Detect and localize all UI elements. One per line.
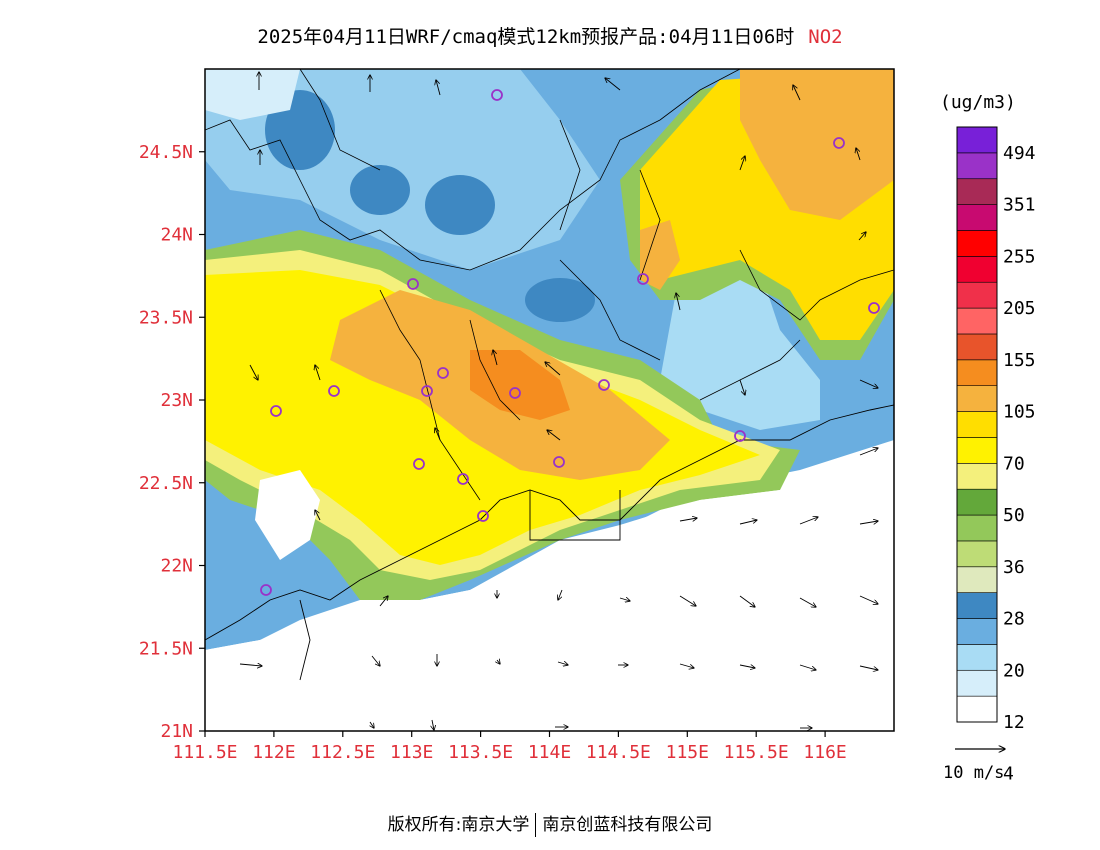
colorbar-swatch — [956, 385, 998, 412]
colorbar-label: 12 — [1003, 712, 1025, 733]
lon-tick-label: 115.5E — [724, 742, 789, 763]
longitude-axis: 111.5E 112E 112.5E 113E 113.5E 114E 114.5E 115E… — [172, 731, 847, 763]
wind-legend-label: 10 m/s — [943, 763, 1004, 783]
lat-tick-label: 22.5N — [139, 473, 193, 494]
colorbar-swatch — [956, 359, 998, 386]
lon-tick-label: 114E — [528, 742, 571, 763]
lon-tick-label: 111.5E — [172, 742, 237, 763]
colorbar-label: 255 — [1003, 246, 1036, 267]
colorbar-swatch — [956, 281, 998, 309]
copyright-footer: 版权所有:南京大学 南京创蓝科技有限公司 — [0, 810, 1100, 837]
concentration-field — [205, 69, 894, 731]
colorbar-swatch — [956, 592, 998, 619]
colorbar-frame — [956, 126, 998, 723]
colorbar-label: 36 — [1003, 557, 1025, 578]
colorbar-swatch — [956, 230, 998, 257]
copyright-company: 南京创蓝科技有限公司 — [542, 815, 713, 835]
lon-tick-label: 116E — [803, 742, 846, 763]
coastline — [205, 404, 894, 681]
colorbar: 494 351 255 205 155 105 70 50 36 28 20 12 4 — [956, 126, 1036, 785]
latitude-axis: 24.5N 24N 23.5N 23N 22.5N 22N 21.5N 21N — [139, 142, 205, 742]
colorbar-label: 494 — [1003, 143, 1036, 164]
colorbar-label: 70 — [1003, 453, 1025, 474]
colorbar-label: 20 — [1003, 660, 1025, 681]
wind-legend: 10 m/s — [943, 749, 1005, 783]
colorbar-swatch — [956, 437, 998, 464]
colorbar-swatch — [956, 695, 998, 723]
lat-tick-label: 24N — [160, 225, 193, 246]
colorbar-swatch — [956, 152, 998, 180]
colorbar-swatch — [956, 566, 998, 593]
species-label: NO2 — [808, 26, 843, 48]
city-markers — [260, 89, 880, 596]
colorbar-unit: (ug/m3) — [940, 92, 1016, 113]
colorbar-swatch — [956, 126, 998, 154]
lon-tick-label: 113.5E — [448, 742, 513, 763]
colorbar-swatch — [956, 411, 998, 438]
lat-tick-label: 23.5N — [139, 307, 193, 328]
lat-tick-label: 23N — [160, 390, 193, 411]
lat-tick-label: 24.5N — [139, 142, 193, 163]
colorbar-swatch — [956, 463, 998, 490]
lon-tick-label: 114.5E — [586, 742, 651, 763]
colorbar-swatch — [956, 307, 998, 335]
lon-tick-label: 112E — [252, 742, 295, 763]
lon-tick-label: 112.5E — [310, 742, 375, 763]
colorbar-swatch — [956, 540, 998, 568]
lon-tick-label: 113E — [390, 742, 433, 763]
lat-tick-label: 21.5N — [139, 638, 193, 659]
colorbar-label: 105 — [1003, 402, 1036, 423]
colorbar-swatch — [956, 618, 998, 645]
colorbar-label: 4 — [1003, 764, 1014, 785]
colorbar-label: 50 — [1003, 505, 1025, 526]
chart-title: 2025年04月11日WRF/cmaq模式12km预报产品:04月11日06时 N… — [0, 22, 1100, 49]
colorbar-label: 28 — [1003, 609, 1025, 630]
title-text: 2025年04月11日WRF/cmaq模式12km预报产品:04月11日06时 — [257, 26, 795, 48]
colorbar-swatch — [956, 644, 998, 671]
lat-tick-label: 22N — [160, 556, 193, 577]
colorbar-label: 155 — [1003, 350, 1036, 371]
colorbar-label: 351 — [1003, 195, 1036, 216]
lon-tick-label: 115E — [666, 742, 709, 763]
colorbar-swatch — [956, 669, 998, 697]
colorbar-label: 205 — [1003, 298, 1036, 319]
copyright-owner: 版权所有:南京大学 — [387, 815, 530, 835]
colorbar-swatch — [956, 256, 998, 283]
colorbar-swatch — [956, 488, 998, 516]
footer-separator — [535, 813, 537, 837]
lat-tick-label: 21N — [160, 721, 193, 742]
colorbar-swatch — [956, 178, 998, 205]
colorbar-swatch — [956, 514, 998, 542]
colorbar-swatch — [956, 204, 998, 231]
wind-vectors — [239, 72, 878, 730]
province-borders — [205, 69, 894, 501]
colorbar-swatch — [956, 333, 998, 361]
